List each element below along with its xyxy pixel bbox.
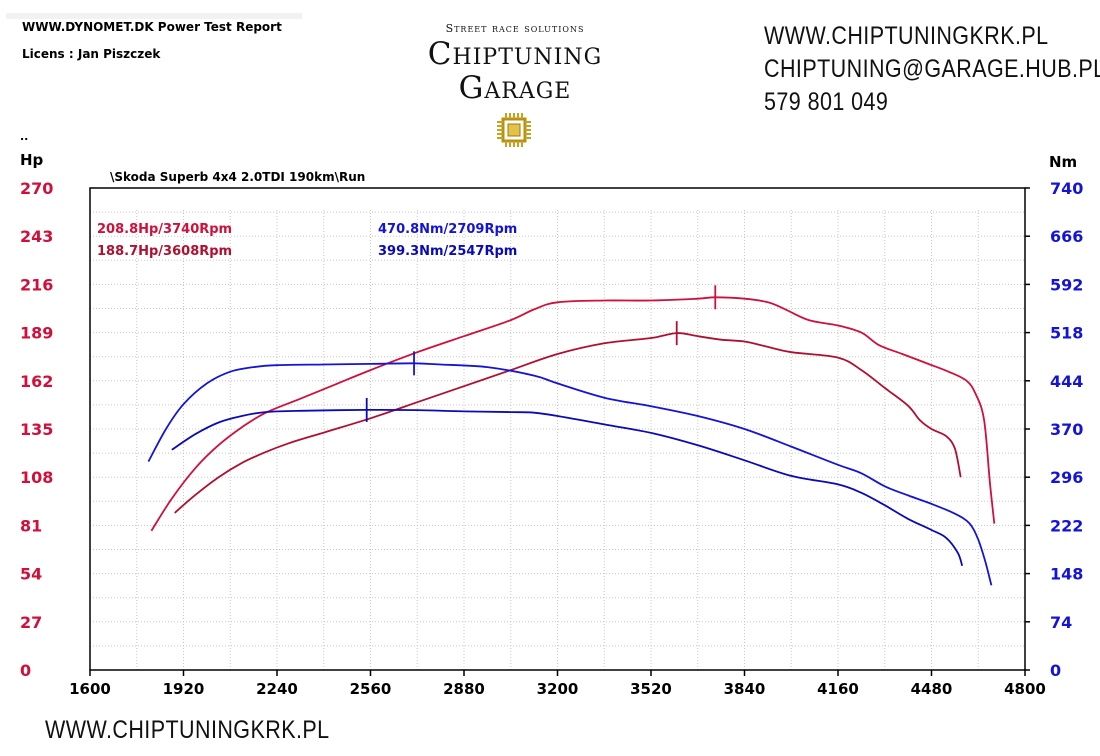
logo-line-1: Chiptuning [427,36,603,72]
y-left-tick-label: 135 [20,420,53,439]
x-tick-label: 1920 [163,680,205,698]
y-right-tick-label: 0 [1050,661,1061,680]
y-left-tick-label: 81 [20,516,42,535]
annotation-power-tuned: 208.8Hp/3740Rpm [97,222,232,237]
logo-line-2: Garage [458,70,572,106]
y-right-tick-label: 666 [1050,227,1083,246]
x-tick-label: 2240 [256,680,298,698]
y-right-tick-label: 222 [1050,516,1083,535]
x-tick-label: 3200 [537,680,579,698]
y-left-tick-label: 0 [20,661,31,680]
y-left-unit-label: Hp [20,151,44,169]
y-right-tick-label: 74 [1050,613,1072,632]
y-right-tick-label: 444 [1050,372,1083,391]
annotation-power-stock: 188.7Hp/3608Rpm [97,244,232,259]
y-right-tick-label: 740 [1050,179,1083,198]
x-tick-label: 1600 [69,680,111,698]
contact-phone[interactable]: 579 801 049 [764,88,889,116]
y-left-tick-label: 54 [20,565,42,584]
x-tick-label: 4160 [817,680,859,698]
licens-label: Licens : Jan Piszczek [22,47,161,61]
y-right-tick-label: 296 [1050,468,1083,487]
curves [147,285,996,586]
y-left-tick-label: 270 [20,179,53,198]
logo-tagline: Street race solutions [445,22,585,35]
chip-logo-icon [497,113,531,147]
y-left-tick-label: 243 [20,227,53,246]
x-tick-label: 2880 [443,680,485,698]
curve-torque-tuned [147,362,993,586]
curve-power-tuned [150,296,996,532]
y-right-tick-label: 518 [1050,324,1083,343]
company-logo: Street race solutions Chiptuning Garage [395,22,635,105]
y-left-tick-label: 108 [20,468,53,487]
y-left-tick-label: 189 [20,324,53,343]
chart-grid [90,210,1025,670]
curve-torque-stock [171,408,964,567]
report-title: WWW.DYNOMET.DK Power Test Report [22,20,282,34]
annotation-torque-stock: 399.3Nm/2547Rpm [378,244,517,259]
y-right-tick-label: 148 [1050,565,1083,584]
contact-email[interactable]: CHIPTUNING@GARAGE.HUB.PL [764,55,1100,83]
x-tick-label: 2560 [350,680,392,698]
x-tick-label: 3520 [630,680,672,698]
y-left-tick-label: 27 [20,613,42,632]
footer-website[interactable]: WWW.CHIPTUNINGKRK.PL [45,716,330,744]
axis-ticks: 1600 1920 2240 2560 2880 3200 3520 3840 4160 4480… [20,179,1083,698]
y-right-tick-label: 370 [1050,420,1083,439]
x-tick-label: 3840 [724,680,766,698]
header-accent-bar [6,13,302,19]
annotation-torque-tuned: 470.8Nm/2709Rpm [378,222,517,237]
y-left-tick-label: 216 [20,275,53,294]
y-right-unit-label: Nm [1049,153,1077,171]
y-right-tick-label: 592 [1050,275,1083,294]
dyno-chart: .. Hp Nm \Skoda Superb 4x4 2.0TDI 190km\… [20,130,1083,698]
y-left-tick-label: 162 [20,372,53,391]
corner-mark: .. [20,130,28,143]
x-tick-label: 4800 [1004,680,1046,698]
x-tick-label: 4480 [911,680,953,698]
contact-website[interactable]: WWW.CHIPTUNINGKRK.PL [764,22,1049,50]
chart-title: \Skoda Superb 4x4 2.0TDI 190km\Run [110,170,365,184]
